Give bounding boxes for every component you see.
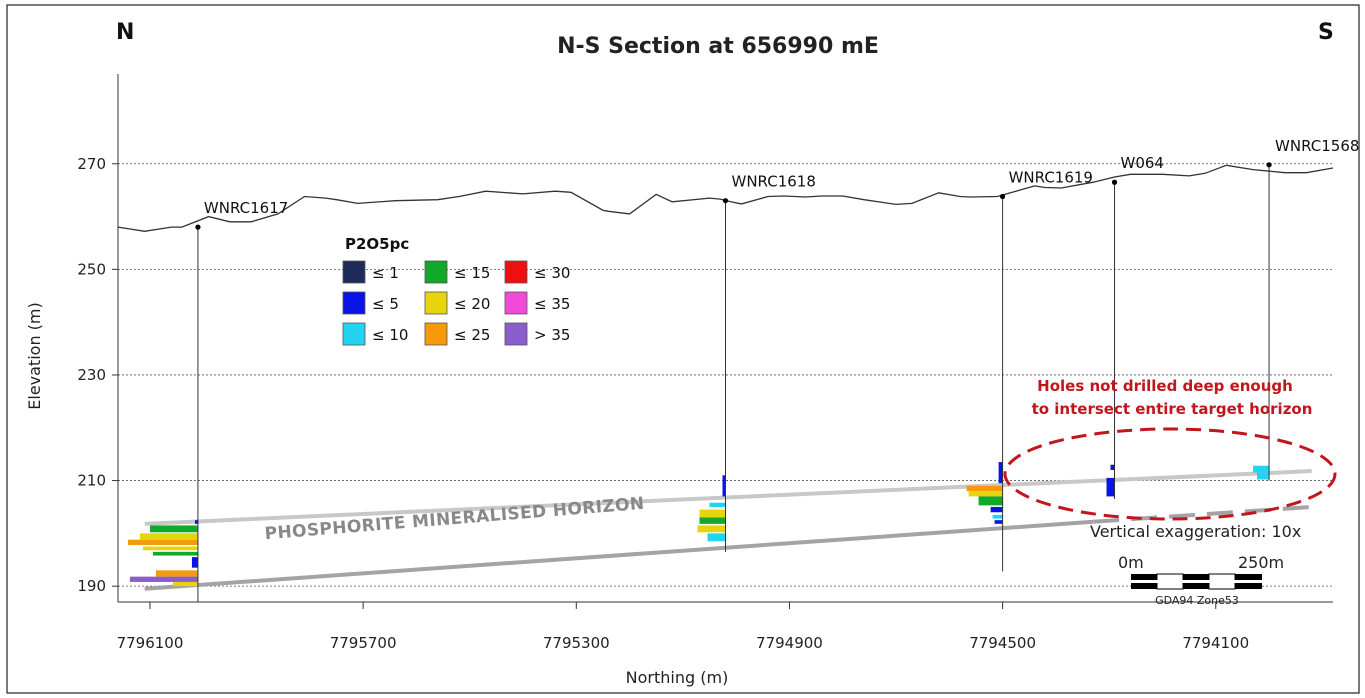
legend: P2O5pc ≤ 1 ≤ 5 ≤ 10 ≤ 15 ≤ 20 ≤ 25 ≤ 30 ≤ 35 > 3… [342,235,570,346]
assay-interval [966,485,1003,492]
assay-interval [978,496,1003,506]
scale-bar: 0m 250m GDA94 Zone53 [1118,553,1284,607]
collar-point [195,224,201,230]
red-note-line-2: to intersect entire target horizon [1032,400,1313,418]
legend-swatch [342,291,366,315]
scale-end-label: 250m [1238,553,1284,572]
assay-interval [1257,472,1270,480]
assay-interval [968,491,1003,497]
y-tick-label: 250 [77,260,106,278]
drillhole: WNRC1619 [966,168,1093,572]
x-tick-label: 7795300 [543,634,610,652]
x-tick-label: 7796100 [117,634,184,652]
assay-interval [127,539,198,545]
legend-swatch [342,260,366,284]
collar-point [1111,179,1118,185]
figure-frame [6,4,1360,694]
assay-interval [142,546,198,551]
y-tick-label: 270 [77,155,106,173]
drillhole: WNRC1568 [1253,137,1359,481]
assay-interval [129,576,198,582]
collar-point [1000,193,1006,200]
legend-label: ≤ 20 [454,295,490,313]
legend-label: ≤ 5 [372,295,399,313]
collar-point [1266,162,1272,168]
assay-interval [707,533,726,542]
legend-label: ≤ 35 [534,295,570,313]
assay-interval [155,570,198,577]
legend-label: ≤ 1 [372,264,399,282]
y-tick-label: 230 [77,366,106,384]
legend-label: ≤ 10 [372,326,408,344]
legend-swatch [424,322,448,346]
assay-interval [1106,477,1115,497]
legend-swatch [424,291,448,315]
assay-interval [699,517,726,524]
y-tick-label: 210 [77,472,106,490]
legend-label: ≤ 25 [454,326,490,344]
x-axis-title: Northing (m) [626,668,729,687]
mineralised-horizon [144,469,1312,591]
assay-interval [194,520,198,524]
x-tick-label: 7795700 [330,634,397,652]
legend-swatch [504,260,528,284]
y-tick-label: 190 [77,577,106,595]
assay-interval [709,502,726,507]
y-axis-title: Elevation (m) [25,302,44,409]
x-tick-label: 7794100 [1182,634,1249,652]
axes [117,74,1333,603]
drillhole-label: WNRC1618 [732,173,816,191]
drillhole-label: WNRC1568 [1275,137,1359,155]
scale-start-label: 0m [1118,553,1144,572]
drillhole-label: W064 [1121,154,1164,172]
assay-interval [992,514,1003,519]
drillhole-label: WNRC1617 [204,199,288,217]
legend-label: ≤ 30 [534,264,570,282]
highlight-ellipse [1003,427,1337,521]
y-ticks: 190 210 230 250 270 [77,155,118,595]
drillhole-label: WNRC1619 [1009,168,1093,186]
legend-swatch [342,322,366,346]
assay-interval [998,462,1003,484]
drillhole: WNRC1617 [127,199,288,602]
assay-interval [1110,464,1115,470]
assay-interval [139,533,198,540]
assay-interval [172,581,198,587]
horizon-base-line [144,519,1094,591]
drillholes: WNRC1617 WNRC1618 WNRC1619 W064 WNRC1568 [127,137,1359,602]
drillhole: WNRC1618 [697,173,816,552]
assay-interval [699,509,726,518]
assay-interval [1253,465,1270,473]
assay-interval [994,520,1003,524]
exaggeration-note: Vertical exaggeration: 10x [1090,522,1301,541]
legend-swatch [504,322,528,346]
assay-interval [149,525,198,533]
annotation-shallow-holes: Holes not drilled deep enough to interse… [1003,377,1337,521]
north-label: N [116,20,134,45]
red-note-line-1: Holes not drilled deep enough [1037,377,1293,395]
assay-interval [990,506,1003,513]
x-tick-label: 7794500 [969,634,1036,652]
horizon-top-line [144,469,1312,526]
legend-label: > 35 [534,326,570,344]
assay-interval [152,551,198,556]
x-ticks: 7796100 7795700 7795300 7794900 7794500 77941… [117,602,1249,652]
legend-swatch [504,291,528,315]
x-tick-label: 7794900 [756,634,823,652]
south-label: S [1318,20,1334,45]
legend-label: ≤ 15 [454,264,490,282]
assay-interval [191,557,198,568]
assay-interval [697,525,726,533]
collar-point [722,198,729,204]
legend-title: P2O5pc [345,235,409,253]
scale-datum-label: GDA94 Zone53 [1155,594,1239,607]
topography-line [117,164,1334,232]
scale-midline [1131,580,1262,583]
legend-swatch [424,260,448,284]
drillhole: W064 [1106,154,1164,500]
assay-interval [722,475,726,497]
chart-title: N-S Section at 656990 mE [557,34,879,59]
